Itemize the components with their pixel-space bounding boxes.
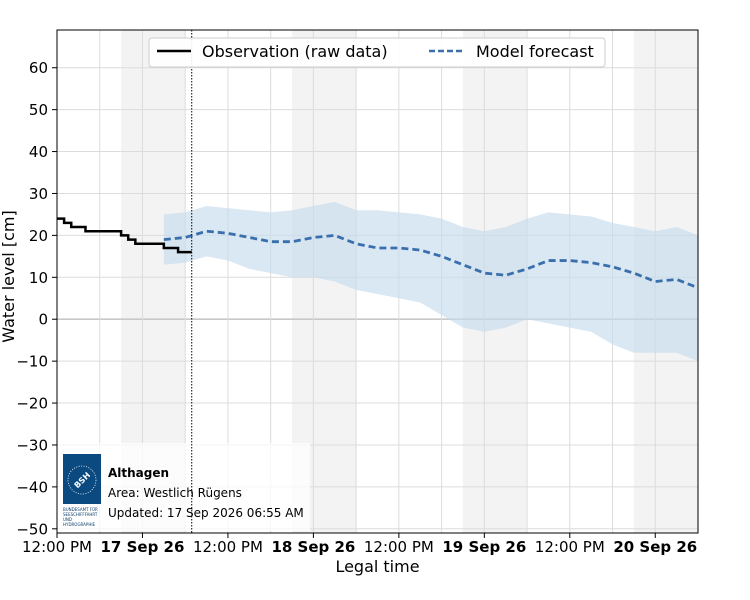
x-tick-label: 12:00 PM: [535, 538, 605, 556]
y-tick-label: 50: [29, 101, 48, 119]
y-axis-title: Water level [cm]: [0, 210, 18, 342]
station-name: Althagen: [108, 466, 169, 480]
legend-observation-label: Observation (raw data): [202, 42, 388, 61]
y-tick-label: 0: [38, 311, 48, 329]
forecast-uncertainty-band: [163, 201, 699, 362]
logo-caption-3: UND: [63, 517, 72, 522]
x-tick-label: 18 Sep 26: [271, 538, 355, 556]
y-tick-label: −30: [16, 436, 48, 454]
bsh-logo: BSH BUNDESAMT FÜR SEESCHIFFFAHRT UND HYD…: [63, 454, 101, 527]
y-tick-label: −50: [16, 520, 48, 538]
y-tick-label: 30: [29, 185, 48, 203]
logo-caption-4: HYDROGRAPHIE: [63, 522, 96, 527]
info-box: BSH BUNDESAMT FÜR SEESCHIFFFAHRT UND HYD…: [58, 443, 310, 531]
logo-caption-2: SEESCHIFFFAHRT: [63, 512, 98, 517]
legend: Observation (raw data) Model forecast: [148, 37, 606, 68]
x-tick-label: 19 Sep 26: [442, 538, 526, 556]
x-tick-label: 12:00 PM: [364, 538, 434, 556]
x-tick-label: 20 Sep 26: [613, 538, 697, 556]
station-area: Area: Westlich Rügens: [108, 486, 242, 500]
legend-box: [148, 37, 606, 68]
y-tick-label: 20: [29, 227, 48, 245]
logo-caption-1: BUNDESAMT FÜR: [63, 507, 98, 512]
x-tick-label: 12:00 PM: [193, 538, 263, 556]
x-axis-title: Legal time: [335, 557, 419, 576]
y-tick-label: −20: [16, 395, 48, 413]
y-tick-label: 40: [29, 143, 48, 161]
x-tick-label: 12:00 PM: [22, 538, 92, 556]
update-time: Updated: 17 Sep 2026 06:55 AM: [108, 506, 304, 520]
forecast-line: [163, 229, 699, 290]
y-tick-label: −10: [16, 353, 48, 371]
y-tick-label: 60: [29, 59, 48, 77]
series: [57, 217, 699, 290]
legend-forecast-label: Model forecast: [476, 42, 594, 61]
axes: −50 −40 −30 −20 −10 0 10 20 30 40 50 60 12:00 PM 17 S…: [0, 29, 699, 576]
plot-frame: [56, 29, 699, 534]
x-tick-label: 17 Sep 26: [101, 538, 185, 556]
forecast-band: [163, 201, 699, 362]
observation-line: [57, 217, 192, 254]
y-tick-label: 10: [29, 269, 48, 287]
y-tick-label: −40: [16, 478, 48, 496]
